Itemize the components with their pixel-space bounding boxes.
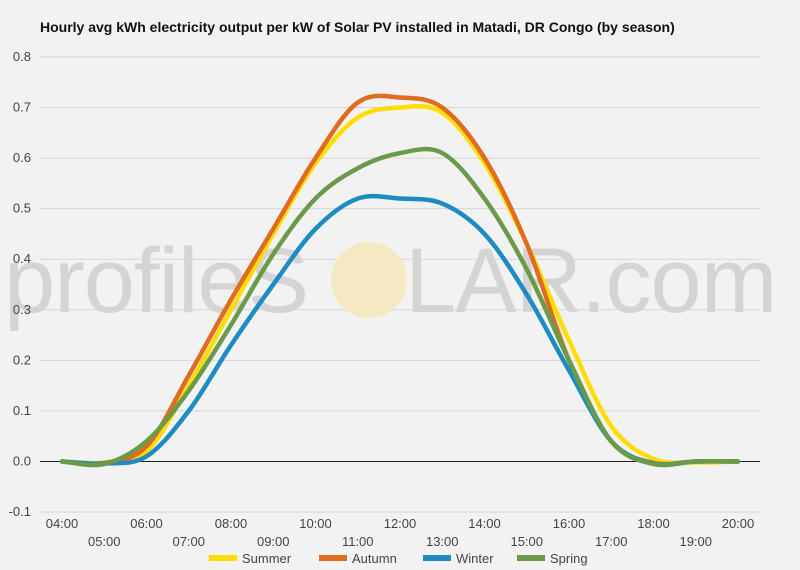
x-tick-label: 19:00 <box>679 534 712 549</box>
x-tick-label: 10:00 <box>299 516 332 531</box>
y-tick-label: 0.5 <box>13 201 31 216</box>
legend-label: Summer <box>242 551 292 566</box>
x-tick-label: 20:00 <box>722 516 755 531</box>
watermark-text-right: LAR.com <box>405 230 776 332</box>
legend-swatch <box>319 555 347 561</box>
x-tick-label: 13:00 <box>426 534 459 549</box>
y-tick-label: 0.3 <box>13 302 31 317</box>
series-line-spring <box>59 146 741 468</box>
y-tick-label: 0.6 <box>13 150 31 165</box>
y-tick-label: 0.2 <box>13 352 31 367</box>
x-tick-label: 08:00 <box>215 516 248 531</box>
x-tick-label: 16:00 <box>553 516 586 531</box>
legend-swatch <box>423 555 451 561</box>
x-tick-label: 05:00 <box>88 534 121 549</box>
legend: Summer Autumn Winter Spring <box>209 551 588 566</box>
legend-label: Autumn <box>352 551 397 566</box>
x-tick-label: 09:00 <box>257 534 290 549</box>
y-tick-label: 0.8 <box>13 49 31 64</box>
series-lines <box>59 93 741 468</box>
x-tick-label: 15:00 <box>510 534 543 549</box>
y-tick-label: 0.4 <box>13 251 31 266</box>
x-tick-label: 14:00 <box>468 516 501 531</box>
legend-item-winter[interactable]: Winter <box>423 551 494 566</box>
legend-label: Spring <box>550 551 588 566</box>
x-tick-label: 18:00 <box>637 516 670 531</box>
x-tick-label: 06:00 <box>130 516 163 531</box>
legend-item-autumn[interactable]: Autumn <box>319 551 397 566</box>
y-tick-label: 0.0 <box>13 453 31 468</box>
legend-item-spring[interactable]: Spring <box>517 551 588 566</box>
legend-label: Winter <box>456 551 494 566</box>
y-tick-label: 0.1 <box>13 403 31 418</box>
x-tick-label: 04:00 <box>46 516 79 531</box>
legend-swatch <box>209 555 237 561</box>
watermark-sun-icon <box>331 242 407 318</box>
legend-swatch <box>517 555 545 561</box>
watermark: profileS LAR.com <box>4 230 777 332</box>
x-tick-label: 11:00 <box>342 534 374 549</box>
y-axis-ticks: -0.1 0.0 0.1 0.2 0.3 0.4 0.5 0.6 0.7 0.8 <box>9 49 31 519</box>
y-tick-label: 0.7 <box>13 100 31 115</box>
y-tick-label: -0.1 <box>9 504 31 519</box>
x-axis-ticks: 04:00 06:00 08:00 10:00 12:00 14:00 16:00 18:00… <box>46 516 755 549</box>
x-tick-label: 12:00 <box>384 516 417 531</box>
x-tick-label: 17:00 <box>595 534 628 549</box>
legend-item-summer[interactable]: Summer <box>209 551 292 566</box>
chart-title: Hourly avg kWh electricity output per kW… <box>40 19 675 35</box>
x-tick-label: 07:00 <box>172 534 205 549</box>
